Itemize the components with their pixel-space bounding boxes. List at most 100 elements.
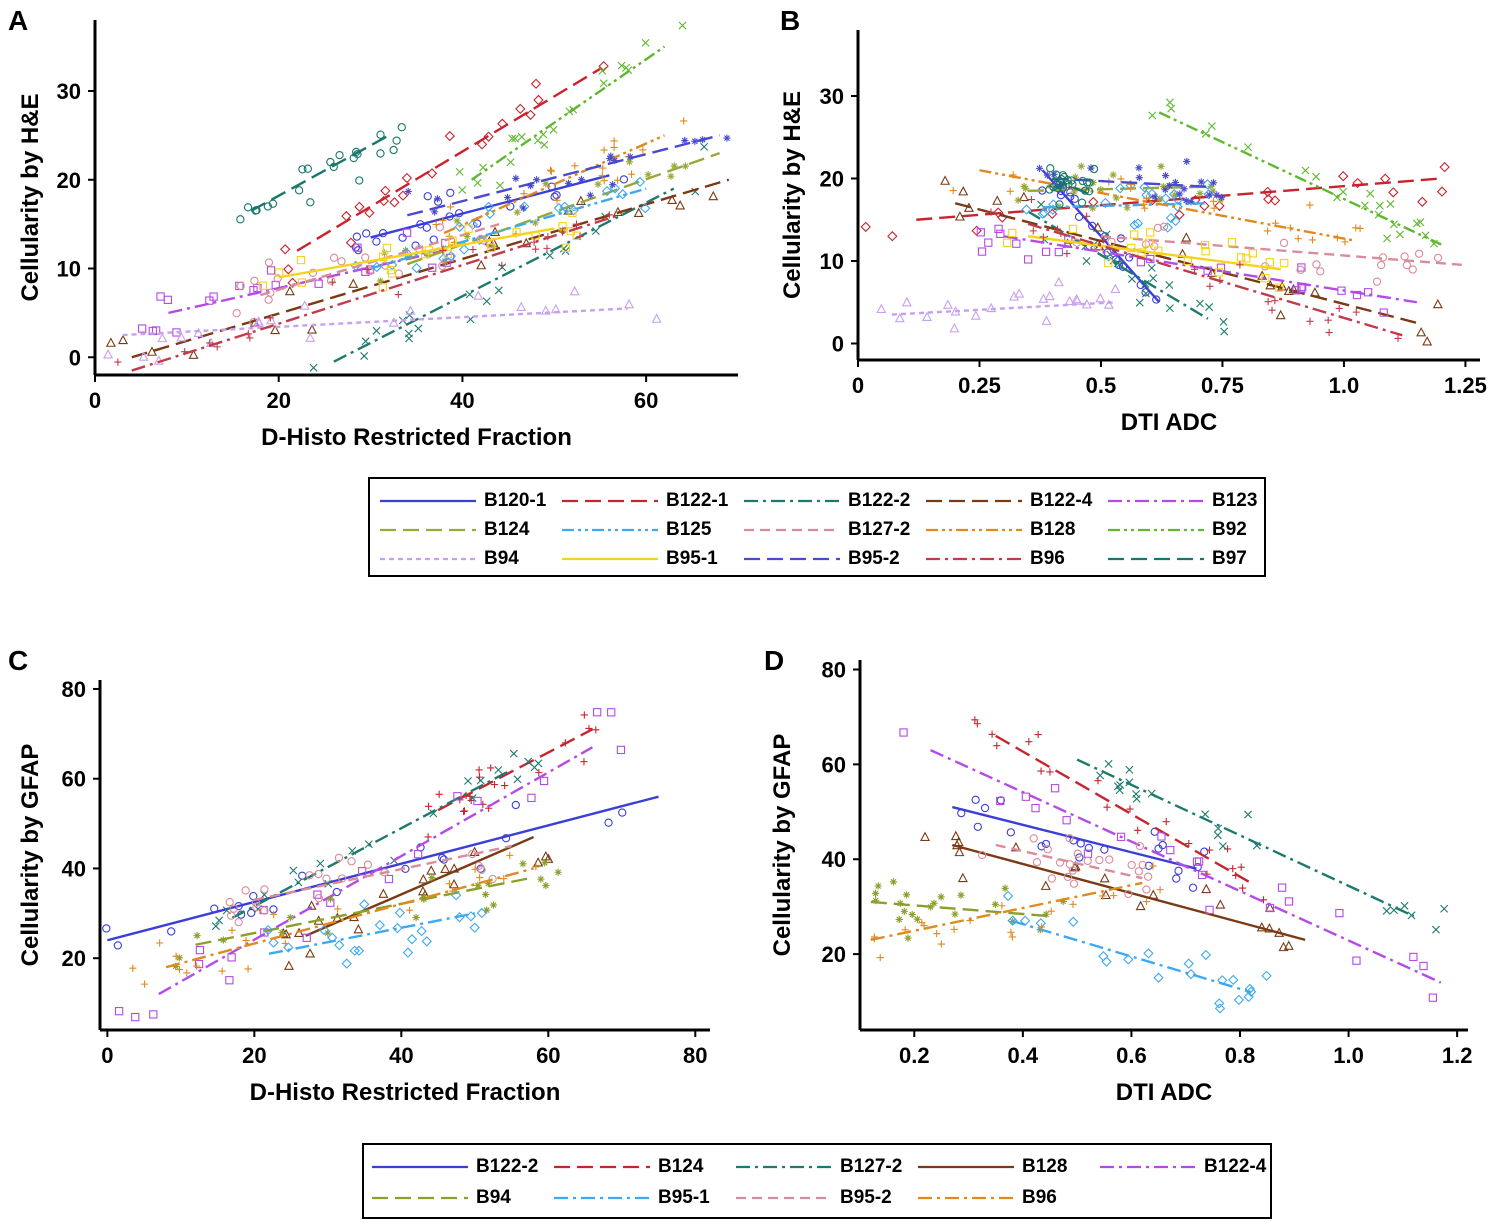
data-point xyxy=(1352,308,1360,316)
data-point xyxy=(1044,290,1055,301)
data-point xyxy=(402,228,412,237)
data-point xyxy=(103,349,114,359)
data-point xyxy=(1041,839,1051,849)
legend-line-swatch xyxy=(554,1196,650,1200)
data-point xyxy=(895,915,903,924)
y-tick-label: 0 xyxy=(69,345,81,370)
data-point xyxy=(1237,863,1245,871)
data-point xyxy=(446,188,455,198)
data-point xyxy=(593,708,602,717)
data-point xyxy=(167,927,176,936)
data-point xyxy=(279,244,291,255)
data-point xyxy=(561,243,571,252)
data-point xyxy=(378,888,389,898)
series-B97 xyxy=(236,123,406,224)
data-point xyxy=(1006,187,1014,195)
data-point xyxy=(611,156,619,165)
data-point xyxy=(1152,295,1161,304)
fit-line xyxy=(250,134,390,212)
series-B124 xyxy=(1014,162,1225,212)
data-point xyxy=(1008,228,1017,238)
fit-line xyxy=(870,881,1143,942)
data-point xyxy=(1201,247,1210,256)
fit-line xyxy=(131,178,730,359)
data-point xyxy=(418,873,429,884)
data-point xyxy=(1333,193,1341,202)
data-point xyxy=(428,263,437,272)
data-point xyxy=(305,948,316,958)
data-point xyxy=(481,890,490,899)
data-point xyxy=(1070,188,1078,196)
data-point xyxy=(1046,768,1054,776)
legend-item: B122-1 xyxy=(562,487,728,515)
data-point xyxy=(506,851,514,859)
data-point xyxy=(700,142,709,151)
data-point xyxy=(508,134,517,143)
data-point xyxy=(1219,317,1228,326)
legend-label: B127-2 xyxy=(840,1156,903,1177)
data-point xyxy=(305,871,314,880)
data-point xyxy=(1161,186,1169,194)
legend-item: B95-1 xyxy=(562,545,718,573)
legend-item: B97 xyxy=(1108,545,1247,573)
data-point xyxy=(424,833,432,841)
data-point xyxy=(1041,315,1052,325)
legend-label: B127-2 xyxy=(848,519,911,540)
data-point xyxy=(1312,172,1321,181)
data-point xyxy=(1206,267,1217,277)
data-point xyxy=(404,187,412,196)
data-point xyxy=(450,890,462,901)
data-point xyxy=(1063,249,1071,258)
data-point xyxy=(1214,998,1225,1009)
data-point xyxy=(1065,860,1074,869)
data-point xyxy=(1356,224,1364,233)
legend-item: B94 xyxy=(380,545,519,573)
data-point xyxy=(1214,268,1224,277)
fit-line xyxy=(107,795,659,942)
data-point xyxy=(1037,208,1048,220)
data-point xyxy=(297,278,307,287)
data-point xyxy=(426,168,438,179)
data-point xyxy=(458,244,470,255)
series-B92 xyxy=(1148,98,1442,248)
data-point xyxy=(1142,885,1151,894)
data-point xyxy=(195,945,205,955)
legend-line-swatch xyxy=(736,1196,832,1200)
data-point xyxy=(1165,98,1174,107)
x-tick-label: 0.75 xyxy=(1201,373,1244,398)
data-point xyxy=(401,172,413,184)
data-point xyxy=(266,266,276,275)
data-point xyxy=(314,279,323,288)
data-point xyxy=(1213,191,1221,199)
legend-line-swatch xyxy=(744,557,840,561)
data-point xyxy=(1214,824,1223,833)
data-point xyxy=(1100,197,1111,209)
fit-line xyxy=(370,174,610,239)
data-point xyxy=(247,908,256,918)
legend-item: B127-2 xyxy=(736,1153,902,1181)
series-B128 xyxy=(949,169,1364,246)
legend-label: B128 xyxy=(1030,519,1076,540)
data-point xyxy=(1116,832,1126,841)
legend-line-swatch xyxy=(926,499,1022,503)
data-point xyxy=(229,904,238,913)
data-point xyxy=(525,109,536,121)
data-point xyxy=(1217,196,1225,204)
data-point xyxy=(996,229,1005,238)
data-point xyxy=(334,853,344,862)
data-point xyxy=(1200,240,1210,250)
data-point xyxy=(978,850,987,860)
data-point xyxy=(634,176,646,188)
data-point xyxy=(1070,194,1079,204)
data-point xyxy=(421,936,432,947)
data-point xyxy=(1113,259,1122,268)
legend-label: B122-4 xyxy=(1030,490,1093,511)
legend-line-swatch xyxy=(380,499,476,503)
data-point xyxy=(605,211,613,219)
data-point xyxy=(232,309,241,318)
data-point xyxy=(473,796,482,806)
data-point xyxy=(322,874,331,883)
data-point xyxy=(1040,880,1051,890)
data-point xyxy=(225,897,234,907)
data-point xyxy=(1084,843,1093,853)
